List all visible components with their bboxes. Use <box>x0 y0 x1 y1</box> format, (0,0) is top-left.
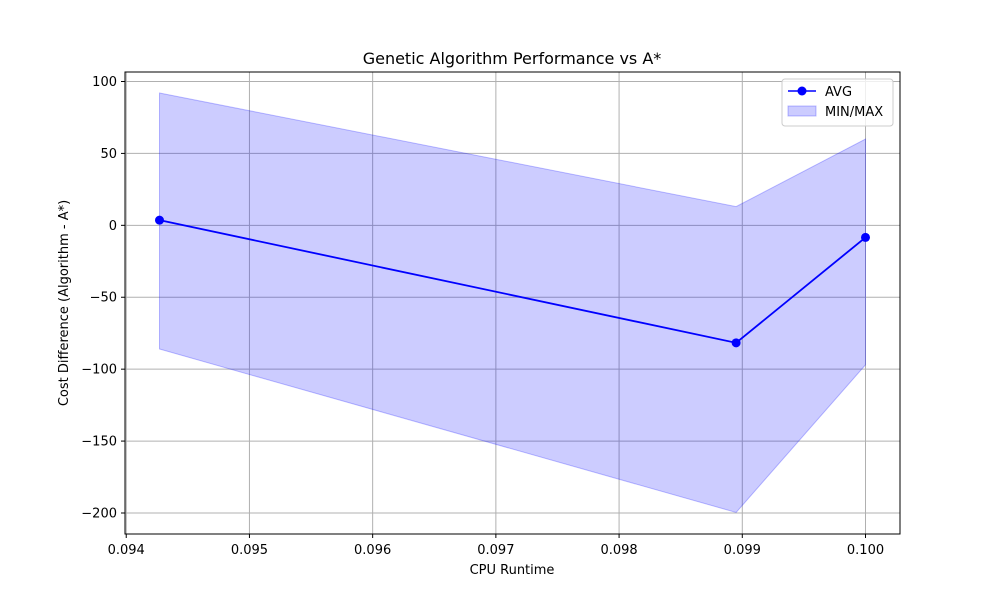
y-tick-label: −200 <box>81 507 117 522</box>
avg-point <box>731 338 741 348</box>
x-tick-label: 0.095 <box>231 543 268 558</box>
y-tick-label: 100 <box>92 75 117 90</box>
y-tick-label: −50 <box>90 291 117 306</box>
y-axis-label: Cost Difference (Algorithm - A*) <box>57 200 72 406</box>
x-tick-label: 0.096 <box>354 543 391 558</box>
x-axis-label: CPU Runtime <box>470 563 555 578</box>
legend-band-label: MIN/MAX <box>825 105 883 120</box>
y-tick-label: −150 <box>81 435 117 450</box>
axis-ticks: 0.094 0.095 0.096 0.097 0.098 0.099 0.100 100 50… <box>81 75 884 558</box>
avg-point <box>154 215 164 225</box>
avg-point <box>861 232 871 242</box>
plot-frame <box>124 71 901 535</box>
y-tick-label: 50 <box>100 147 117 162</box>
min-max-area <box>158 92 867 513</box>
y-tick-label: −100 <box>81 363 117 378</box>
x-tick-label: 0.097 <box>477 543 514 558</box>
x-tick-label: 0.098 <box>600 543 637 558</box>
legend-band-swatch <box>787 105 817 117</box>
chart-title: Genetic Algorithm Performance vs A* <box>363 49 662 68</box>
x-tick-label: 0.094 <box>108 543 145 558</box>
y-tick-label: 0 <box>109 219 117 234</box>
x-tick-label: 0.100 <box>847 543 884 558</box>
x-tick-label: 0.099 <box>724 543 761 558</box>
legend: AVG MIN/MAX <box>781 78 894 127</box>
avg-series <box>154 215 871 348</box>
grid-lines <box>125 72 900 534</box>
legend-avg-label: AVG <box>825 85 852 100</box>
legend-avg-marker <box>797 86 807 96</box>
min-max-band <box>158 92 867 513</box>
